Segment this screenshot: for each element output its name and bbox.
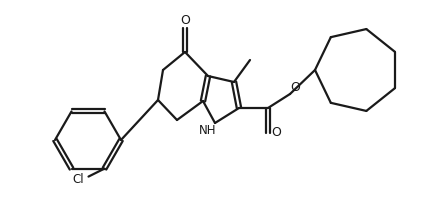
Text: NH: NH xyxy=(199,125,217,137)
Text: O: O xyxy=(290,81,300,93)
Text: O: O xyxy=(271,127,281,140)
Text: O: O xyxy=(180,13,190,27)
Text: Cl: Cl xyxy=(73,173,84,186)
